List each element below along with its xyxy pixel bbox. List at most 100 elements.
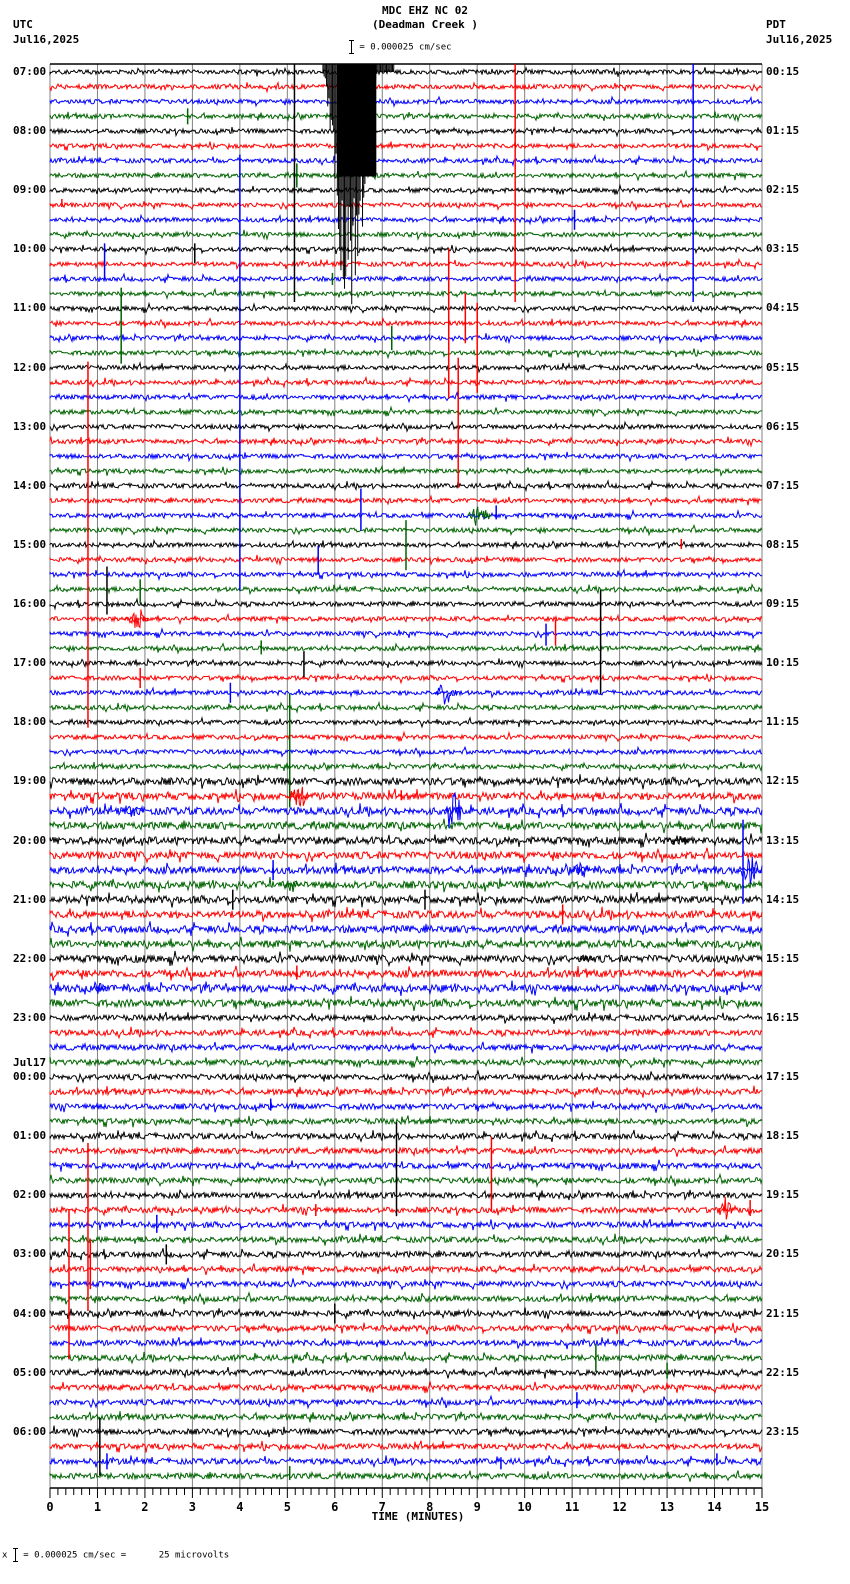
- x-tick-label: 9: [473, 1500, 481, 1514]
- utc-hour-label: 01:00: [13, 1129, 47, 1143]
- pdt-hour-label: 04:15: [766, 301, 800, 315]
- seismic-event: [467, 506, 492, 526]
- right-date: Jul16,2025: [766, 33, 833, 46]
- x-tick-label: 13: [659, 1500, 675, 1514]
- pdt-hour-label: 11:15: [766, 715, 800, 729]
- pdt-hour-label: 03:15: [766, 242, 800, 256]
- seismic-trace: [49, 272, 763, 284]
- pdt-hour-label: 23:15: [766, 1424, 800, 1438]
- seismic-trace: [49, 1056, 763, 1069]
- seismic-trace: [49, 153, 763, 168]
- seismic-trace: [49, 700, 763, 714]
- seismic-trace: [49, 1470, 763, 1483]
- seismic-trace: [49, 1351, 762, 1365]
- scale-bar-icon: [12, 1548, 18, 1562]
- x-tick-label: 4: [236, 1500, 244, 1514]
- seismic-trace: [49, 1337, 763, 1350]
- seismic-trace: [49, 1069, 763, 1084]
- utc-hour-label: 23:00: [13, 1010, 47, 1024]
- utc-hour-label: 14:00: [13, 478, 47, 492]
- footer-text: = 0.000025 cm/sec = 25 microvolts: [23, 1550, 230, 1561]
- seismic-event: [286, 786, 311, 807]
- seismic-event: [737, 856, 762, 884]
- seismic-trace: [49, 673, 763, 685]
- seismic-trace: [49, 348, 763, 360]
- x-tick-label: 7: [378, 1500, 386, 1514]
- utc-hour-label: 11:00: [13, 301, 47, 315]
- seismic-trace: [49, 1366, 763, 1379]
- seismic-trace: [49, 80, 762, 94]
- utc-hour-label: 08:00: [13, 124, 47, 138]
- utc-hour-label: 18:00: [13, 715, 47, 729]
- utc-hour-label: 16:00: [13, 597, 47, 611]
- seismic-trace: [49, 139, 763, 152]
- seismic-trace: [49, 980, 763, 996]
- seismic-trace: [49, 1248, 763, 1261]
- seismic-trace: [49, 1218, 763, 1232]
- left-timezone: UTC: [13, 18, 33, 31]
- utc-hour-label: 04:00: [13, 1306, 47, 1320]
- seismic-trace: [49, 716, 763, 729]
- seismic-trace: [49, 1189, 763, 1201]
- seismic-trace: [49, 1085, 763, 1099]
- seismic-trace: [49, 832, 763, 848]
- utc-hour-label: 21:00: [13, 892, 47, 906]
- pdt-hour-label: 00:15: [766, 65, 800, 78]
- x-tick-label: 11: [564, 1500, 580, 1514]
- seismic-trace: [49, 1011, 763, 1024]
- seismic-trace: [49, 508, 763, 521]
- utc-hour-label: 05:00: [13, 1365, 47, 1379]
- pdt-hour-label: 16:15: [766, 1010, 800, 1024]
- seismic-trace: [49, 774, 763, 790]
- seismic-trace: [49, 1041, 763, 1054]
- seismic-trace: [49, 1263, 763, 1276]
- seismic-trace: [49, 906, 763, 923]
- seismic-trace: [49, 1307, 763, 1321]
- seismic-trace: [49, 183, 763, 196]
- pdt-hour-label: 09:15: [766, 597, 800, 611]
- pdt-hour-label: 21:15: [766, 1306, 800, 1320]
- seismic-trace: [49, 657, 763, 670]
- x-tick-label: 0: [46, 1500, 54, 1514]
- pdt-hour-label: 13:15: [766, 833, 800, 847]
- seismic-trace: [49, 287, 763, 300]
- seismic-trace: [49, 847, 763, 864]
- seismic-trace: [49, 612, 763, 626]
- seismic-trace: [49, 965, 763, 982]
- seismic-event: [282, 879, 301, 890]
- pdt-hour-label: 22:15: [766, 1365, 800, 1379]
- seismic-event: [92, 982, 108, 993]
- pdt-hour-label: 17:15: [766, 1070, 800, 1084]
- footer-scale: x = 0.000025 cm/sec = 25 microvolts: [2, 1548, 229, 1562]
- x-tick-label: 12: [612, 1500, 627, 1514]
- seismic-trace: [49, 686, 763, 699]
- seismic-trace: [49, 1381, 763, 1394]
- footer-prefix: x: [2, 1550, 8, 1561]
- seismic-trace: [49, 1455, 763, 1469]
- seismic-trace: [49, 451, 763, 463]
- seismic-trace: [49, 420, 763, 433]
- utc-hour-label: 03:00: [13, 1247, 47, 1261]
- utc-hour-label: 02:00: [13, 1188, 47, 1202]
- seismic-trace: [49, 242, 763, 256]
- pdt-hour-label: 02:15: [766, 183, 800, 197]
- seismic-trace: [49, 405, 763, 418]
- station-location: (Deadman Creek ): [372, 18, 478, 31]
- seismic-trace: [49, 317, 763, 330]
- seismic-trace: [49, 213, 763, 226]
- x-tick-label: 1: [93, 1500, 102, 1514]
- x-axis-title: TIME (MINUTES): [371, 1510, 465, 1523]
- seismic-trace: [49, 582, 763, 596]
- x-tick-label: 14: [707, 1500, 722, 1514]
- seismic-event: [322, 64, 395, 305]
- seismic-trace: [49, 301, 763, 315]
- seismic-trace: [49, 169, 763, 182]
- left-date: Jul16,2025: [13, 33, 80, 46]
- seismic-event: [718, 1196, 734, 1220]
- seismic-trace: [49, 110, 763, 123]
- seismic-trace: [49, 375, 763, 389]
- x-tick-label: 15: [754, 1500, 770, 1514]
- seismic-trace: [49, 257, 763, 271]
- utc-hour-label: 12:00: [13, 360, 47, 374]
